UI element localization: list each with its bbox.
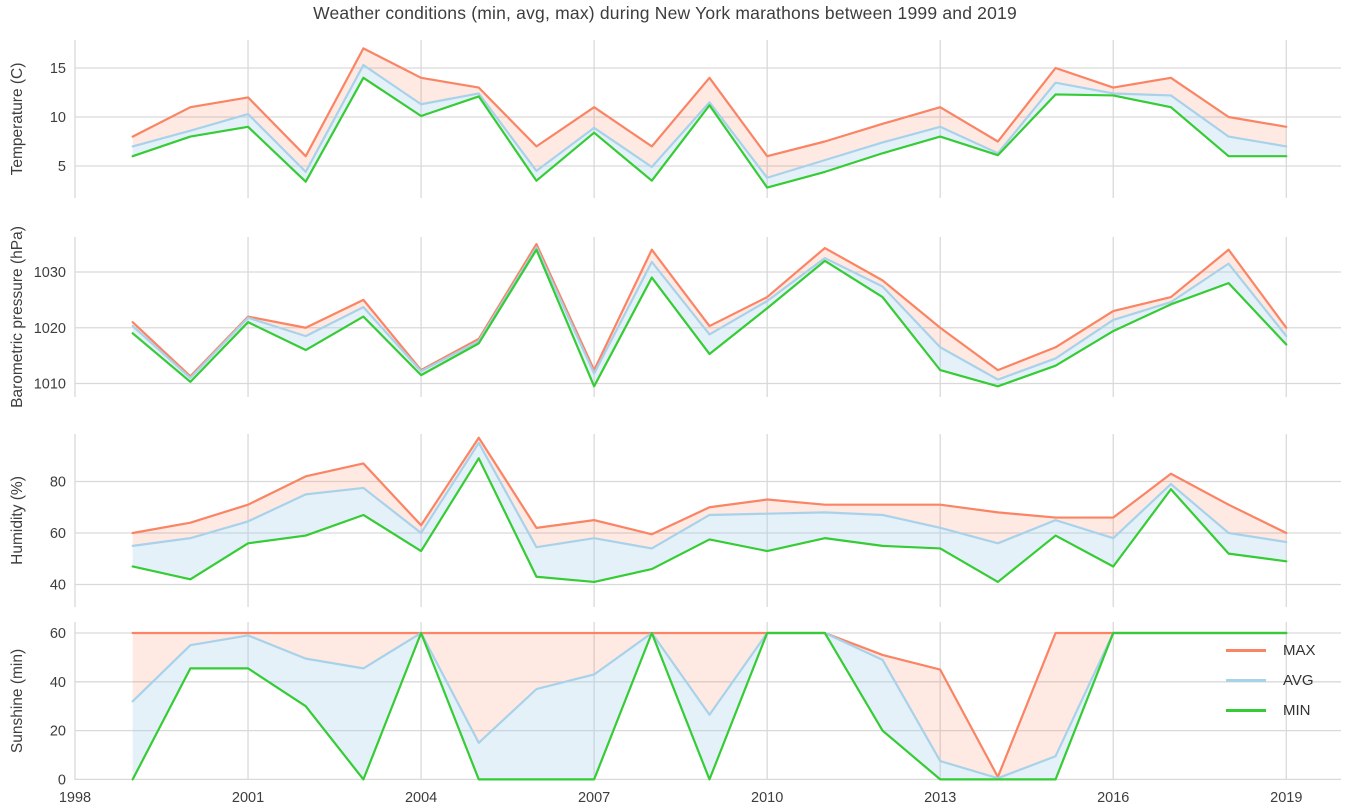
max-series-line xyxy=(131,436,1288,536)
y-tick-label: 1020 xyxy=(34,321,66,337)
y-tick-label: 1030 xyxy=(34,265,66,281)
y-tick-label: 1010 xyxy=(34,377,66,393)
max-line-swatch-icon xyxy=(1226,648,1266,652)
y-axis-title: Temperature (C) xyxy=(9,63,26,176)
max-series-line xyxy=(131,243,1288,378)
min-series-line xyxy=(131,248,1288,388)
y-tick-label: 5 xyxy=(58,159,66,175)
legend-item-avg[interactable]: AVG xyxy=(1226,671,1316,689)
avg-min-band xyxy=(132,442,1287,582)
chart-title: Weather conditions (min, avg, max) durin… xyxy=(313,3,1017,23)
max-avg-band xyxy=(132,437,1287,549)
max-series-line xyxy=(131,631,1288,779)
legend-item-max[interactable]: MAX xyxy=(1226,641,1316,659)
panel-humidity-: 80 60 40 Humidity (%) xyxy=(9,434,1341,607)
y-tick-label: 20 xyxy=(50,724,66,740)
legend-label-avg: AVG xyxy=(1283,671,1314,689)
avg-series-line xyxy=(131,246,1288,381)
avg-series-line xyxy=(131,63,1288,179)
y-tick-label: 80 xyxy=(50,475,66,491)
x-tick-label: 2013 xyxy=(924,790,956,806)
min-series-line xyxy=(131,76,1288,189)
legend-label-max: MAX xyxy=(1283,641,1316,659)
x-tick-label: 2010 xyxy=(751,790,783,806)
min-line-swatch-icon xyxy=(1226,708,1266,712)
x-tick-label: 2007 xyxy=(578,790,610,806)
legend-item-min[interactable]: MIN xyxy=(1226,701,1316,719)
min-series-line xyxy=(131,457,1288,584)
avg-line-swatch-icon xyxy=(1226,678,1266,682)
y-tick-label: 40 xyxy=(50,578,66,594)
y-tick-label: 60 xyxy=(50,626,66,642)
legend-label-min: MIN xyxy=(1283,701,1311,719)
x-tick-label: 2019 xyxy=(1270,790,1302,806)
y-tick-label: 15 xyxy=(50,61,66,77)
avg-series-line xyxy=(131,441,1288,550)
avg-min-band xyxy=(132,633,1287,780)
y-tick-label: 60 xyxy=(50,526,66,542)
max-avg-band xyxy=(132,48,1287,178)
panel-sunshine-min-: 60 40 20 0 Sunshine (min) xyxy=(9,622,1341,788)
avg-series-line xyxy=(131,631,1288,780)
y-tick-label: 40 xyxy=(50,675,66,691)
chart-legend: MAX AVG MIN xyxy=(1226,641,1316,719)
max-avg-band xyxy=(132,633,1287,779)
panel-temperature-c-: 15 10 5 Temperature (C) xyxy=(9,40,1341,198)
x-tick-label: 2001 xyxy=(232,790,264,806)
y-axis-title: Barometric pressure (hPa) xyxy=(9,226,26,408)
x-tick-label: 2016 xyxy=(1097,790,1129,806)
y-axis-title: Sunshine (min) xyxy=(9,649,26,753)
y-tick-label: 10 xyxy=(50,110,66,126)
y-axis-title: Humidity (%) xyxy=(9,476,26,565)
x-tick-label: 2004 xyxy=(405,790,437,806)
max-series-line xyxy=(131,47,1288,158)
y-tick-label: 0 xyxy=(58,772,66,788)
panel-barometric-pressure-hpa-: 1030 1020 1010 Barometric pressure (hPa) xyxy=(9,226,1341,408)
min-series-line xyxy=(131,631,1288,781)
x-tick-label: 1998 xyxy=(59,790,91,806)
